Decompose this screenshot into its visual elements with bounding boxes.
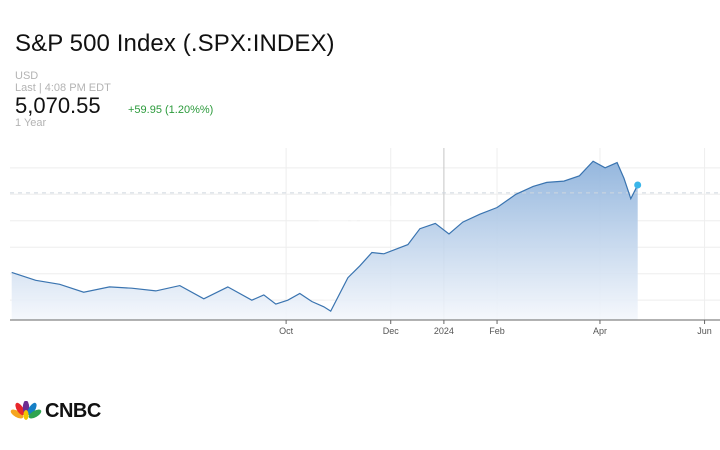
currency-label: USD [15, 70, 39, 82]
last-price-dot[interactable] [634, 181, 642, 189]
page-title: S&P 500 Index (.SPX:INDEX) [15, 30, 335, 57]
last-price: 5,070.55 [15, 93, 101, 118]
x-tick-label: 2024 [434, 326, 454, 336]
x-tick-label: Apr [593, 326, 607, 336]
x-axis-ticks: Oct Dec 2024 Feb Apr Jun [279, 320, 712, 336]
last-update-timestamp: Last | 4:08 PM EDT [15, 82, 111, 94]
price-line [11, 160, 639, 312]
x-tick-label: Feb [489, 326, 505, 336]
time-range-label: 1 Year [15, 117, 47, 129]
peacock-icon [10, 400, 42, 420]
x-tick-label: Oct [279, 326, 294, 336]
price-change: +59.95 (1.20%%) [128, 104, 214, 116]
x-tick-label: Jun [697, 326, 712, 336]
x-tick-label: Dec [383, 326, 400, 336]
price-area [11, 161, 638, 320]
cnbc-logo: CNBC [10, 400, 101, 423]
cnbc-logo-text: CNBC [45, 400, 101, 422]
